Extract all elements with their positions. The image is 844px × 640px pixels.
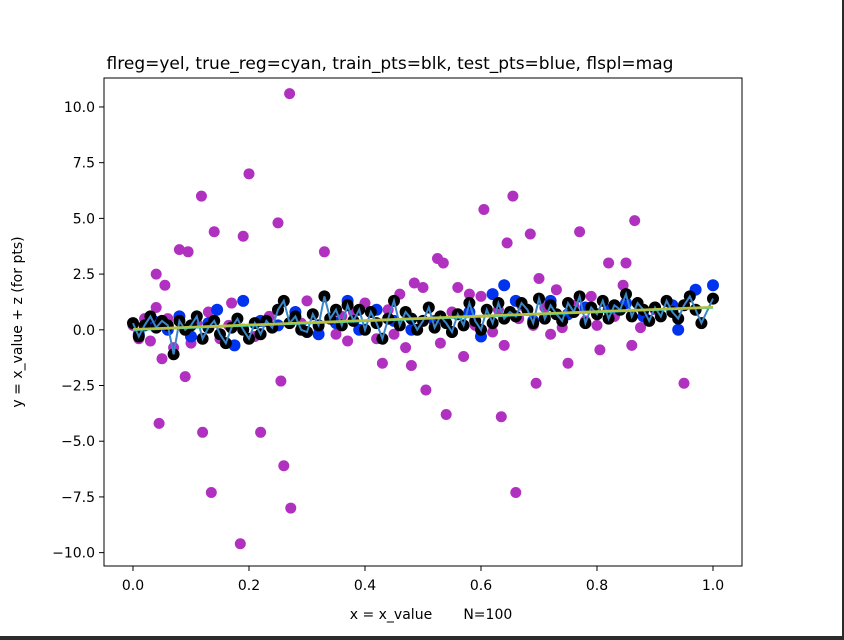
x-tick-label-1: 0.2: [238, 578, 260, 594]
magenta-point-8: [159, 279, 171, 291]
x-tick-label-0: 0.0: [122, 578, 144, 594]
y-tick-label-5: 2.5: [73, 267, 95, 283]
magenta-point-89: [594, 344, 606, 356]
y-tick-label-4: 0.0: [73, 323, 95, 339]
test-point-37: [707, 279, 719, 292]
y-tick-label-0: −10.0: [52, 546, 95, 562]
test-point-8: [237, 294, 250, 307]
magenta-point-93: [617, 279, 629, 291]
magenta-point-75: [524, 228, 536, 240]
magenta-point-17: [197, 426, 209, 438]
magenta-point-12: [179, 371, 191, 383]
magenta-point-31: [275, 375, 287, 387]
magenta-point-81: [550, 284, 562, 296]
magenta-point-47: [388, 328, 400, 340]
magenta-point-69: [498, 339, 510, 351]
magenta-point-85: [574, 226, 586, 238]
magenta-point-23: [226, 297, 238, 309]
magenta-point-61: [458, 351, 470, 363]
magenta-point-20: [208, 226, 220, 238]
magenta-point-3: [144, 335, 156, 347]
magenta-point-38: [318, 246, 330, 258]
magenta-point-68: [495, 411, 507, 423]
magenta-point-39: [330, 328, 342, 340]
magenta-point-60: [452, 281, 464, 293]
magenta-point-50: [405, 359, 417, 371]
y-tick-label-8: 10.0: [64, 100, 95, 116]
magenta-point-66: [487, 326, 499, 338]
magenta-point-45: [376, 357, 388, 369]
y-tick-label-6: 5.0: [73, 211, 95, 227]
magenta-point-80: [545, 328, 557, 340]
magenta-point-83: [562, 357, 574, 369]
magenta-point-71: [507, 190, 519, 202]
magenta-point-25: [237, 230, 249, 242]
magenta-point-99: [678, 377, 690, 389]
magenta-point-34: [285, 502, 297, 514]
y-tick-label-7: 7.5: [73, 156, 95, 172]
fitted-regression-line: [132, 305, 714, 331]
magenta-point-33: [284, 88, 296, 100]
x-tick-label-2: 0.4: [354, 578, 376, 594]
magenta-point-41: [342, 335, 354, 347]
test-point-24: [498, 279, 511, 292]
y-axis: −10.0 −7.5 −5.0 −2.5 0.0 2.5 5.0 7.5 10.0: [52, 100, 104, 562]
magenta-point-70: [501, 237, 513, 249]
magenta-point-94: [620, 257, 632, 269]
magenta-point-77: [530, 377, 542, 389]
magenta-point-64: [475, 290, 487, 302]
magenta-point-30: [272, 217, 284, 229]
x-tick-label-5: 1.0: [702, 578, 724, 594]
x-tick-label-4: 0.8: [586, 578, 608, 594]
magenta-point-88: [591, 319, 603, 331]
magenta-point-97: [635, 322, 646, 334]
y-tick-label-1: −7.5: [61, 490, 95, 506]
magenta-point-49: [400, 342, 412, 354]
magenta-point-36: [301, 295, 313, 307]
magenta-point-32: [278, 460, 290, 472]
magenta-point-4: [150, 302, 162, 314]
magenta-point-13: [182, 246, 194, 258]
magenta-point-5: [150, 268, 162, 280]
test-point-23: [486, 288, 499, 301]
x-axis-label: x = x_value N=100: [350, 607, 513, 623]
magenta-point-96: [629, 215, 641, 227]
magenta-point-72: [510, 486, 522, 498]
magenta-point-24: [234, 538, 246, 550]
magenta-point-26: [243, 168, 255, 180]
magenta-point-28: [255, 426, 267, 438]
magenta-point-57: [437, 257, 449, 269]
x-tick-label-3: 0.6: [470, 578, 492, 594]
magenta-point-19: [205, 486, 217, 498]
plot-marks: [127, 88, 719, 550]
magenta-point-78: [533, 273, 545, 285]
magenta-point-11: [173, 244, 185, 256]
magenta-point-90: [603, 257, 615, 269]
magenta-point-62: [463, 288, 475, 300]
magenta-point-87: [585, 290, 597, 302]
magenta-point-53: [420, 384, 432, 396]
chart-title: flreg=yel, true_reg=cyan, train_pts=blk,…: [107, 54, 674, 74]
magenta-point-6: [153, 417, 165, 429]
magenta-point-16: [195, 190, 207, 202]
magenta-point-95: [626, 339, 638, 351]
magenta-point-56: [434, 337, 446, 349]
test-point-12: [312, 328, 325, 341]
y-axis-label: y = x_value + z (for pts): [10, 236, 26, 407]
magenta-point-65: [478, 203, 490, 215]
test-point-6: [211, 303, 224, 316]
y-tick-label-2: −5.0: [61, 434, 95, 450]
magenta-point-52: [417, 281, 429, 293]
magenta-point-7: [156, 353, 168, 365]
x-axis: 0.0 0.2 0.4 0.6 0.8 1.0: [122, 566, 724, 594]
test-point-35: [672, 323, 685, 336]
y-tick-label-3: −2.5: [61, 379, 95, 395]
plot-frame: [103, 77, 743, 567]
magenta-point-51: [408, 277, 420, 289]
magenta-point-58: [440, 408, 452, 420]
